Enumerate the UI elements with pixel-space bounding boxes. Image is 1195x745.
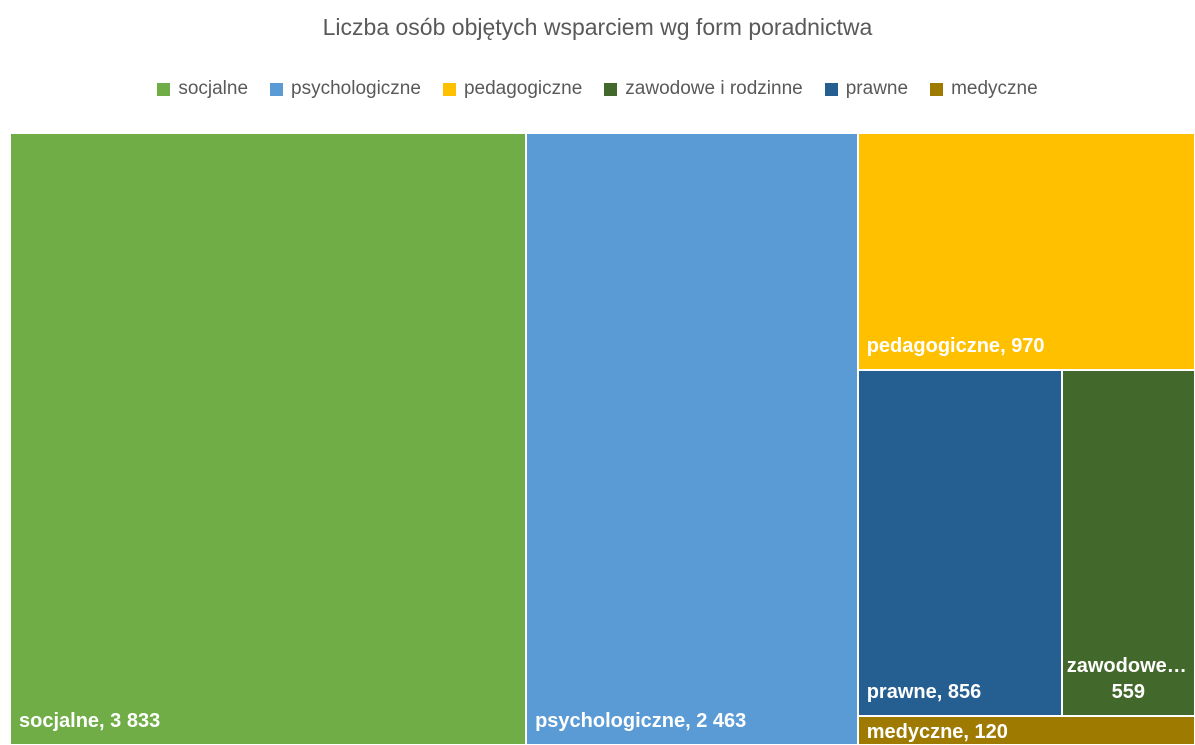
data-label-value: 559 [1111,680,1146,703]
legend-label: zawodowe i rodzinne [625,78,803,99]
legend-label: pedagogiczne [463,78,583,99]
data-label: socjalne3 833 [19,708,519,734]
legend-label: socjalne [178,78,249,99]
legend-item: pedagogiczne [442,78,583,100]
legend-swatch [270,82,284,96]
legend-label: prawne [845,78,909,99]
data-label-value: 3 833 [110,710,161,732]
treemap-tile: pedagogiczne970 [857,133,1195,370]
data-label-value: 120 [974,720,1008,743]
legend-swatch [442,82,456,96]
legend-swatch [604,82,618,96]
legend-label: psychologiczne [291,78,421,99]
data-label: pedagogiczne970 [867,333,1188,359]
data-label-value: 856 [947,680,982,703]
legend-item: zawodowe i rodzinne [604,78,803,100]
legend-swatch [157,82,171,96]
treemap-tile: psychologiczne2 463 [526,133,858,745]
treemap-tile: socjalne3 833 [10,133,527,745]
data-label-name: psychologiczne [535,710,696,732]
data-label-name: pedagogiczne [867,335,1011,357]
legend-item: medyczne [930,78,1038,100]
legend-label: medyczne [951,78,1038,99]
data-label-name: prawne [867,681,948,703]
legend-swatch [930,82,944,96]
data-label: medyczne120 [867,719,1188,744]
legend-item: prawne [824,78,909,100]
data-label-name: socjalne [19,710,110,732]
legend-swatch [824,82,838,96]
plot-area: socjalne3 833 psychologiczne2 463 pedagogi… [10,133,1195,745]
data-label-name: medyczne [867,721,975,743]
data-label: prawne856 [867,679,1055,705]
data-label: zawodowe i rodzinne559 [1067,653,1190,705]
data-label-value: 970 [1011,334,1045,357]
treemap-tile: medyczne120 [857,715,1195,745]
legend-item: socjalne [157,78,248,100]
legend: socjalne psychologiczne pedagogiczne zawodo… [0,78,1195,100]
data-label-value: 2 463 [696,710,747,732]
treemap-tile: prawne856 [857,369,1062,716]
data-label-name: zawodowe i rodzinne [1067,653,1190,679]
treemap-tile: zawodowe i rodzinne559 [1061,369,1195,716]
chart-title: Liczba osób objętych wsparciem wg form p… [322,14,873,40]
data-label: psychologiczne2 463 [535,708,851,734]
legend-item: psychologiczne [270,78,421,100]
